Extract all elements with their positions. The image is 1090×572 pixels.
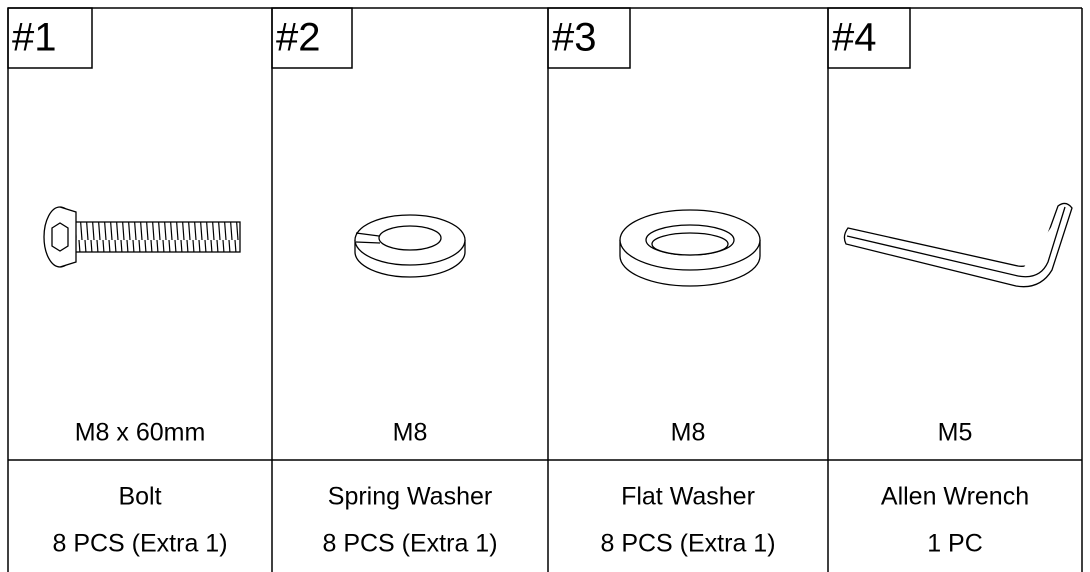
item-size: M5 [938, 419, 973, 447]
item-size: M8 [393, 419, 428, 447]
item-number: #2 [276, 16, 321, 60]
item-number: #1 [12, 16, 57, 60]
item-number: #3 [552, 16, 597, 60]
item-number: #4 [832, 16, 877, 60]
item-name: Allen Wrench [881, 483, 1029, 511]
frame [7, 7, 1083, 572]
item-name: Flat Washer [621, 483, 755, 511]
flat-washer-drawing [619, 209, 761, 287]
item-name: Spring Washer [328, 483, 492, 511]
item-quantity: 8 PCS (Extra 1) [600, 530, 775, 558]
item-size: M8 [671, 419, 706, 447]
item-name: Bolt [118, 483, 161, 511]
spring-washer-drawing [354, 214, 466, 278]
allen-wrench-drawing [843, 202, 1073, 288]
bolt-drawing [43, 206, 241, 268]
item-quantity: 8 PCS (Extra 1) [322, 530, 497, 558]
item-size: M8 x 60mm [75, 419, 206, 447]
item-quantity: 1 PC [927, 530, 983, 558]
item-quantity: 8 PCS (Extra 1) [52, 530, 227, 558]
